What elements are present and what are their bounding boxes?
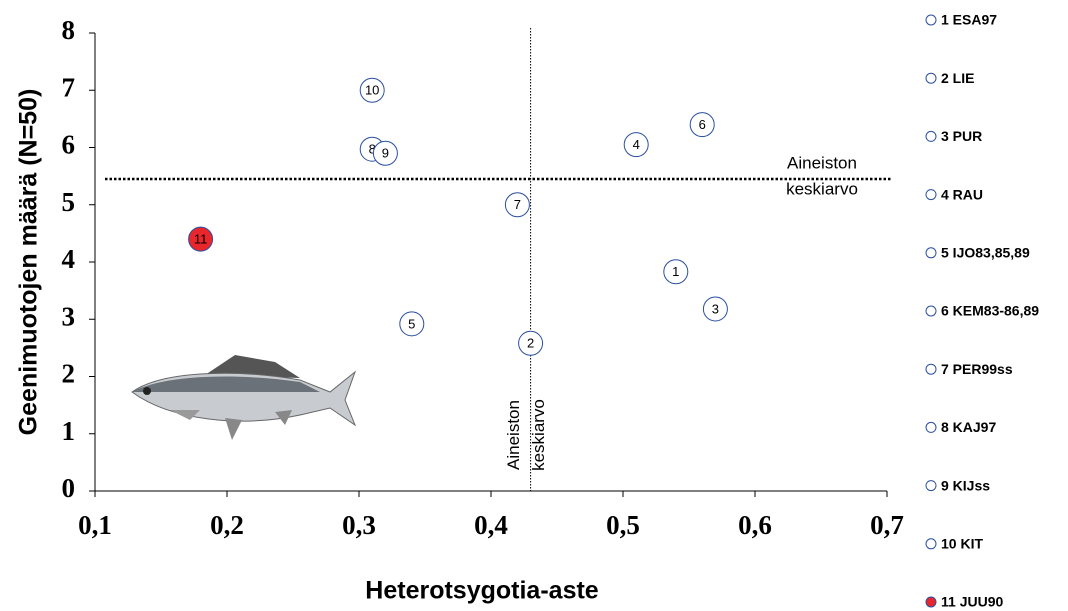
point-label: 1 xyxy=(672,264,679,279)
x-axis-title: Heterotsygotia-aste xyxy=(365,577,598,605)
legend-marker xyxy=(926,131,936,141)
legend-label: 11 JUU90 xyxy=(941,594,1003,610)
legend-marker xyxy=(926,481,936,491)
legend-label: 3 PUR xyxy=(941,128,982,144)
mean-label: keskiarvo xyxy=(786,179,858,198)
y-tick-label: 8 xyxy=(62,15,76,45)
legend-marker xyxy=(926,248,936,258)
legend-marker xyxy=(926,306,936,316)
point-label: 10 xyxy=(365,83,379,98)
x-tick-label: 0,3 xyxy=(342,510,376,540)
y-tick-label: 7 xyxy=(62,72,76,102)
legend-marker xyxy=(926,539,936,549)
point-label: 11 xyxy=(194,232,208,247)
legend-marker xyxy=(926,597,936,607)
point-label: 2 xyxy=(527,336,534,351)
x-tick-label: 0,6 xyxy=(738,510,772,540)
point-label: 9 xyxy=(382,146,389,161)
y-tick-label: 4 xyxy=(62,244,76,274)
x-tick-label: 0,2 xyxy=(210,510,244,540)
y-tick-label: 0 xyxy=(62,473,76,503)
x-tick-label: 0,5 xyxy=(606,510,640,540)
legend-label: 4 RAU xyxy=(941,186,983,202)
fish-illustration xyxy=(132,355,355,440)
mean-label: Aineiston xyxy=(504,400,523,470)
point-label: 7 xyxy=(514,197,521,212)
legend-marker xyxy=(926,190,936,200)
legend-marker xyxy=(926,15,936,25)
legend-label: 5 IJO83,85,89 xyxy=(941,245,1030,261)
x-tick-label: 0,1 xyxy=(78,510,112,540)
point-label: 3 xyxy=(712,301,719,316)
legend-marker xyxy=(926,364,936,374)
legend-label: 6 KEM83-86,89 xyxy=(941,303,1039,319)
legend-label: 7 PER99ss xyxy=(941,361,1013,377)
x-tick-label: 0,4 xyxy=(474,510,508,540)
y-tick-label: 3 xyxy=(62,301,76,331)
legend-label: 1 ESA97 xyxy=(941,12,997,28)
legend-marker xyxy=(926,422,936,432)
mean-label: Aineiston xyxy=(787,153,857,172)
legend-label: 9 KIJss xyxy=(941,477,990,493)
y-tick-label: 6 xyxy=(62,130,76,160)
legend-label: 2 LIE xyxy=(941,70,974,86)
point-label: 5 xyxy=(408,316,415,331)
y-tick-label: 5 xyxy=(62,187,76,217)
legend-label: 10 KIT xyxy=(941,536,983,552)
point-label: 6 xyxy=(699,117,706,132)
chart: Heterotsygotia-aste Geenimuotojen määrä … xyxy=(0,0,1068,611)
point-label: 4 xyxy=(633,137,640,152)
mean-label: keskiarvo xyxy=(529,399,548,471)
y-axis-title: Geenimuotojen määrä (N=50) xyxy=(15,89,43,436)
x-tick-label: 0,7 xyxy=(870,510,904,540)
legend-marker xyxy=(926,73,936,83)
y-tick-label: 1 xyxy=(62,416,76,446)
legend-label: 8 KAJ97 xyxy=(941,419,996,435)
y-tick-label: 2 xyxy=(62,359,76,389)
